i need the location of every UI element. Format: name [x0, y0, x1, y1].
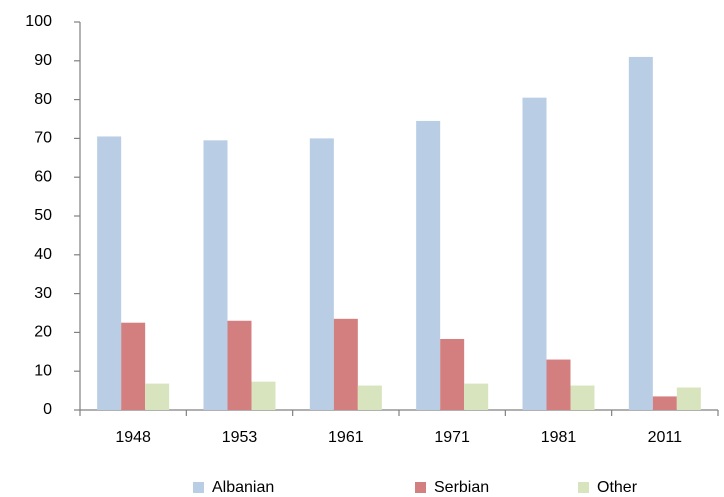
y-tick-label: 20: [34, 324, 52, 341]
y-tick-label: 70: [34, 130, 52, 147]
y-tick-label: 0: [43, 401, 52, 418]
legend-label: Albanian: [212, 479, 274, 496]
bar: [97, 136, 122, 410]
y-tick-label: 50: [34, 207, 52, 224]
legend-swatch: [415, 482, 426, 493]
x-tick-label: 1953: [222, 429, 258, 446]
y-tick-label: 30: [34, 285, 52, 302]
bar: [546, 359, 571, 410]
x-tick-label: 1948: [115, 429, 151, 446]
y-tick-label: 10: [34, 362, 52, 379]
bar: [251, 381, 276, 410]
x-tick-label: 1961: [328, 429, 364, 446]
x-tick-label: 1981: [541, 429, 577, 446]
bar: [652, 396, 677, 410]
bar: [145, 383, 170, 410]
legend-swatch: [193, 482, 204, 493]
y-tick-label: 100: [25, 13, 52, 30]
bar: [416, 120, 441, 410]
bar: [570, 385, 595, 410]
bar: [121, 322, 146, 410]
bar: [628, 56, 653, 411]
bar: [676, 387, 701, 410]
y-tick-label: 90: [34, 52, 52, 69]
legend-label: Other: [597, 479, 638, 496]
x-tick-label: 1971: [434, 429, 470, 446]
bar: [309, 138, 334, 410]
y-tick-label: 60: [34, 168, 52, 185]
y-tick-label: 80: [34, 91, 52, 108]
bar: [227, 320, 252, 410]
x-tick-label: 2011: [648, 429, 683, 446]
y-tick-label: 40: [34, 246, 52, 263]
bar: [357, 385, 382, 410]
bar: [203, 140, 228, 410]
bar: [440, 338, 465, 410]
legend-swatch: [578, 482, 589, 493]
legend-label: Serbian: [434, 479, 489, 496]
bar: [522, 97, 547, 410]
bar: [464, 383, 489, 410]
bar: [333, 318, 358, 410]
